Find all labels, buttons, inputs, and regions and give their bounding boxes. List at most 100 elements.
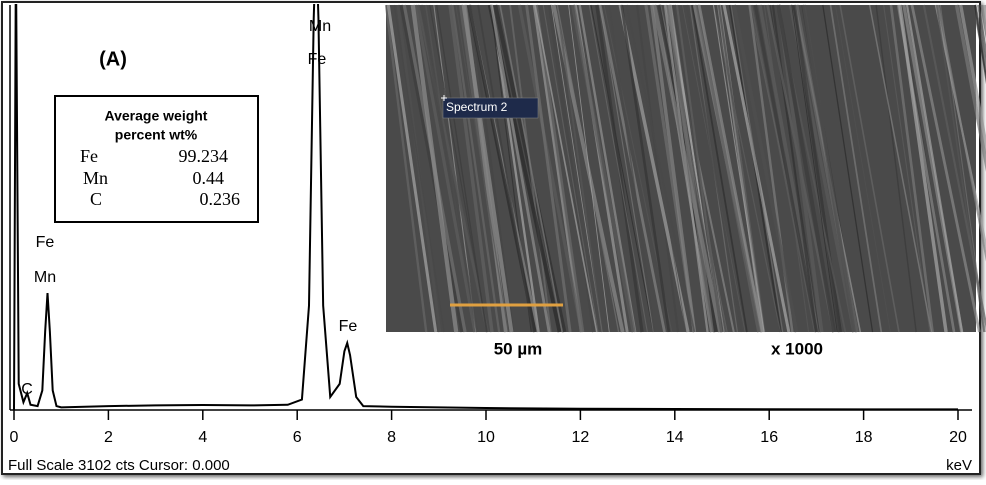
spectrum bbox=[13, 4, 958, 411]
sem-stripe bbox=[525, 4, 572, 333]
sem-texture bbox=[384, 4, 986, 333]
sem-stripe bbox=[568, 4, 610, 333]
sem-stripe bbox=[750, 4, 816, 333]
sem-stripe bbox=[802, 4, 856, 333]
peak-label: Fe bbox=[308, 51, 327, 68]
sem-stripe bbox=[954, 4, 986, 172]
table-cell: 0.236 bbox=[200, 189, 241, 209]
peak-label: Mn bbox=[34, 269, 56, 286]
sem-stripe bbox=[898, 4, 948, 333]
sem-stripe bbox=[875, 4, 917, 333]
sem-stripe bbox=[685, 4, 743, 333]
sem-stripe bbox=[599, 4, 654, 333]
sem-stripe bbox=[490, 4, 551, 333]
sem-stripe bbox=[635, 4, 680, 333]
table-cell: 0.44 bbox=[193, 168, 225, 188]
sem-stripe bbox=[974, 4, 986, 85]
sem-stripe bbox=[618, 4, 690, 333]
sem-stripe bbox=[448, 4, 494, 333]
sem-stripe bbox=[834, 4, 891, 333]
sem-image: Spectrum 2 50 µm x 1000 bbox=[384, 4, 986, 358]
x-tick-label: 4 bbox=[198, 429, 207, 446]
panel-label: (A) bbox=[99, 48, 127, 70]
x-tick-label: 2 bbox=[104, 429, 113, 446]
status-text: Full Scale 3102 cts Cursor: 0.000 bbox=[8, 457, 230, 474]
sem-stripe bbox=[732, 4, 799, 333]
sem-stripe bbox=[532, 4, 583, 333]
sem-stripe bbox=[958, 4, 986, 155]
sem-stripe bbox=[517, 4, 584, 333]
x-tick-label: 8 bbox=[387, 429, 396, 446]
sem-stripe bbox=[469, 4, 515, 333]
sem-stripe bbox=[419, 4, 479, 333]
peak-label: Fe bbox=[339, 318, 358, 335]
table-cell: Fe bbox=[80, 146, 98, 166]
sem-stripe bbox=[620, 4, 671, 333]
spot-box bbox=[442, 97, 539, 119]
x-tick-label: 0 bbox=[10, 429, 19, 446]
sem-stripe bbox=[717, 4, 767, 333]
sem-stripe bbox=[691, 4, 748, 333]
scale-label: 50 µm bbox=[494, 339, 543, 358]
sem-stripe bbox=[416, 4, 488, 333]
sem-stripe bbox=[666, 4, 714, 333]
x-tick-label: 20 bbox=[949, 429, 967, 446]
x-tick-label: 10 bbox=[477, 429, 495, 446]
sem-stripe bbox=[399, 4, 464, 333]
sem-stripe bbox=[829, 4, 883, 333]
sem-stripe bbox=[937, 4, 986, 262]
sem-stripe bbox=[590, 4, 654, 333]
magnification: x 1000 bbox=[771, 339, 823, 358]
sem-stripe bbox=[910, 4, 981, 333]
sem-stripe bbox=[883, 4, 931, 333]
peak-label: Fe bbox=[36, 234, 55, 251]
sem-stripe bbox=[556, 4, 603, 333]
sem-stripe bbox=[534, 4, 598, 333]
x-tick-label: 16 bbox=[760, 429, 778, 446]
sem-stripe bbox=[889, 4, 934, 333]
sem-stripe bbox=[730, 4, 784, 333]
sem-stripe bbox=[652, 4, 723, 333]
sem-stripe bbox=[451, 4, 501, 333]
table-title: Average weight bbox=[105, 108, 208, 124]
peak-label: C bbox=[21, 381, 33, 398]
x-tick-label: 6 bbox=[293, 429, 302, 446]
sem-stripe bbox=[535, 4, 585, 333]
sem-stripe bbox=[393, 4, 445, 333]
sem-stripe bbox=[922, 4, 986, 330]
sem-stripe bbox=[753, 4, 819, 333]
sem-stripe bbox=[608, 4, 656, 333]
x-tick-label: 14 bbox=[666, 429, 684, 446]
composition-table: Average weight percent wt% Fe 99.234 Mn … bbox=[54, 95, 259, 223]
x-axis-label: keV bbox=[946, 457, 972, 474]
sem-stripe bbox=[697, 4, 764, 333]
sem-stripe bbox=[570, 4, 636, 333]
sem-stripe bbox=[776, 4, 837, 333]
sem-stripe bbox=[578, 4, 637, 333]
sem-stripe bbox=[712, 4, 782, 333]
sem-stripe bbox=[384, 4, 428, 333]
sem-stripe bbox=[595, 4, 644, 333]
table-title: percent wt% bbox=[115, 127, 198, 143]
table-box bbox=[54, 95, 259, 223]
sem-stripe bbox=[413, 4, 477, 333]
sem-stripe bbox=[410, 4, 459, 333]
sem-stripe bbox=[695, 4, 761, 333]
sem-stripe bbox=[455, 4, 509, 333]
sem-stripe bbox=[792, 4, 842, 333]
sem-stripe bbox=[542, 4, 599, 333]
spot-marker bbox=[441, 95, 447, 101]
sem-stripe bbox=[477, 4, 534, 333]
sem-stripe bbox=[822, 4, 874, 333]
sem-stripe bbox=[972, 4, 986, 79]
sem-stripe bbox=[632, 4, 687, 333]
sem-stripe bbox=[712, 4, 765, 333]
sem-stripe bbox=[556, 4, 620, 333]
spot-label: Spectrum 2 bbox=[446, 100, 508, 114]
sem-stripe bbox=[905, 4, 964, 333]
table-cell: C bbox=[90, 189, 102, 209]
sem-stripe bbox=[386, 4, 438, 333]
table-cell: Mn bbox=[83, 168, 108, 188]
sem-stripe bbox=[429, 4, 488, 333]
x-tick-label: 12 bbox=[572, 429, 590, 446]
